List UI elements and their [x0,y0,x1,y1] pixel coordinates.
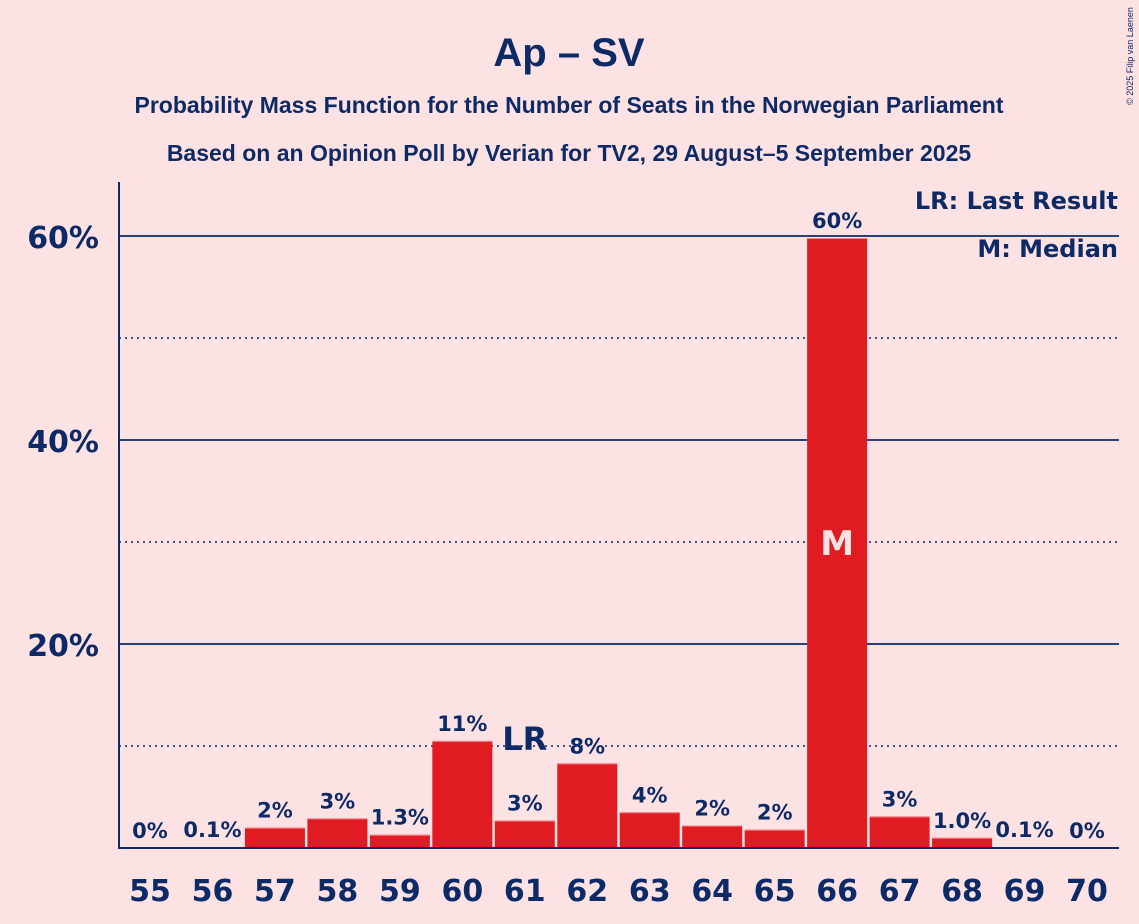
bar-64 [682,825,743,848]
value-labels: 0% 0.1%2% 3%1.3%11%3%8%4%2% 2%60%3%1.0% 0.1%… [132,209,1105,843]
x-tick-label: 67 [879,874,921,909]
value-label-67: 3% [882,787,918,811]
value-label-70: 0% [1069,819,1105,843]
x-tick-label: 62 [566,874,608,909]
value-label-68: 1.0% [933,809,991,833]
x-tick-label: 68 [941,874,983,909]
value-label-56: 0.1% [183,818,241,842]
markers: LR M [502,524,854,758]
bar-63 [619,812,680,848]
x-tick-label: 56 [192,874,234,909]
x-tick-label: 61 [504,874,546,909]
value-label-58: 3% [320,789,356,813]
x-tick-label: 63 [629,874,671,909]
value-label-64: 2% [694,797,730,821]
x-tick-label: 55 [129,874,171,909]
bar-58 [307,818,368,848]
y-tick-label: 60% [27,221,99,256]
x-axis-ticks: 55 56 57 58 59 60 61 62 63 64 65 66 67 68 69 70 [129,874,1108,909]
gridlines [119,235,1119,747]
x-tick-label: 60 [441,874,483,909]
bar-66 [807,238,868,849]
x-tick-label: 64 [691,874,733,909]
x-tick-label: 58 [317,874,359,909]
bar-57 [244,827,305,848]
value-label-61: 3% [507,791,543,815]
x-tick-label: 59 [379,874,421,909]
bar-60 [432,740,493,848]
value-label-59: 1.3% [371,806,429,830]
chart-source: Based on an Opinion Poll by Verian for T… [167,140,972,166]
bar-62 [557,763,618,848]
value-label-60: 11% [437,712,487,736]
value-label-55: 0% [132,819,168,843]
last-result-marker: LR [502,720,547,758]
legend-last-result: LR: Last Result [915,187,1118,215]
bar-65 [744,829,805,848]
value-label-62: 8% [569,734,605,758]
x-tick-label: 70 [1066,874,1108,909]
bars [182,238,1055,849]
legend-median: M: Median [977,235,1118,263]
y-axis-ticks: 20% 40% 60% [27,221,99,664]
chart-title: Ap – SV [493,31,644,75]
value-label-69: 0.1% [995,818,1053,842]
y-tick-label: 40% [27,425,99,460]
x-tick-label: 57 [254,874,296,909]
bar-67 [869,816,930,848]
bar-68 [932,837,993,848]
median-marker: M [820,524,854,564]
value-label-65: 2% [757,801,793,825]
bar-61 [494,820,555,848]
chart-subtitle: Probability Mass Function for the Number… [134,92,1003,118]
copyright: © 2025 Filip van Laenen [1125,7,1135,105]
x-tick-label: 66 [816,874,858,909]
value-label-57: 2% [257,799,293,823]
x-tick-label: 65 [754,874,796,909]
value-label-63: 4% [632,783,668,807]
bar-59 [369,834,430,848]
y-tick-label: 20% [27,629,99,664]
value-label-66: 60% [812,209,862,233]
x-tick-label: 69 [1004,874,1046,909]
